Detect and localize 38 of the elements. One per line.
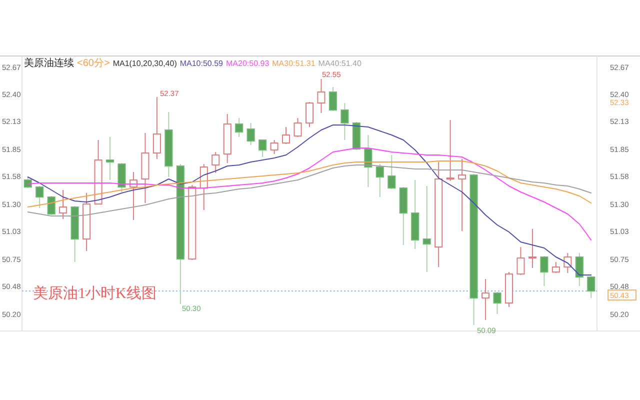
candlestick: [552, 262, 560, 274]
candlestick: [446, 120, 454, 182]
candlestick: [118, 162, 126, 192]
candlestick: [422, 186, 431, 272]
candlestick: [59, 190, 68, 220]
candlestick: [376, 164, 384, 198]
candlestick: [282, 126, 290, 144]
text: MA40:51.40: [318, 59, 362, 68]
candlestick: [235, 118, 244, 138]
candlestick: [106, 136, 114, 180]
candlestick: [47, 196, 56, 216]
candlestick: [258, 140, 267, 158]
candlestick: [328, 86, 337, 112]
candlestick: [340, 102, 349, 140]
chart-title: 美原油连续: [24, 57, 74, 69]
candlestick: [540, 256, 548, 286]
candlestick: [528, 228, 536, 268]
text: MA30:51.31: [272, 59, 316, 68]
candlestick: [246, 122, 255, 146]
annotation: 美原油1小时K线图: [33, 285, 156, 302]
candlestick: [212, 152, 220, 174]
candlestick: [587, 276, 596, 298]
candlestick: [152, 96, 161, 160]
candlestick: [317, 78, 326, 114]
candlestick: [575, 252, 584, 286]
chart-subtitle: <60分>: [77, 57, 110, 69]
candlestick: [493, 292, 502, 314]
candlestick: [458, 158, 466, 232]
candlestick: [516, 246, 525, 276]
candlestick: [305, 102, 314, 128]
annotation: MA1(10,20,30,40): [112, 59, 178, 68]
candlestick: [388, 154, 396, 190]
candlestick: [36, 186, 44, 208]
text: MA20:50.93: [226, 59, 270, 68]
text: MA10:50.59: [180, 59, 224, 68]
candlestick: [294, 118, 302, 138]
candlestick: [482, 278, 490, 320]
candlestick: [270, 140, 278, 154]
